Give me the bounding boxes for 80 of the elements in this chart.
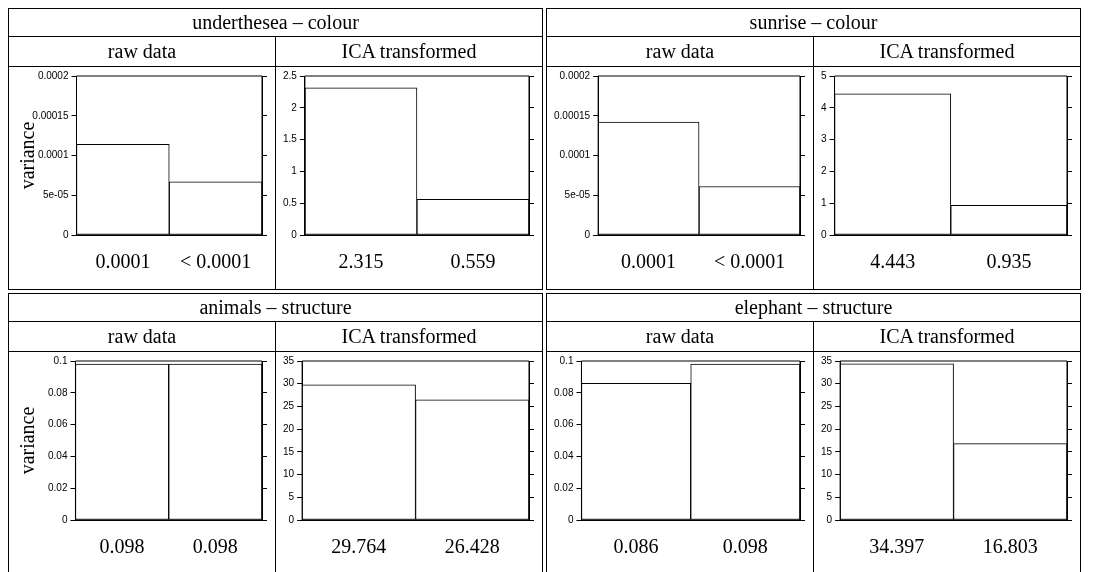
chart-subtitle: raw data	[9, 322, 275, 352]
y-tick-label: 30	[283, 377, 295, 389]
y-tick-label: 10	[821, 468, 833, 480]
chart-title: underthesea – colour	[9, 9, 542, 37]
y-tick-label: 25	[821, 400, 833, 412]
y-tick-label: 0	[567, 513, 574, 525]
y-tick-label: 0.00015	[32, 109, 69, 121]
y-tick-label: 25	[283, 400, 295, 412]
y-tick-label: 2	[821, 165, 827, 177]
y-tick-label: 0	[826, 513, 833, 525]
data-label: 0.098	[99, 535, 145, 558]
y-tick-label: 0.02	[47, 481, 68, 493]
y-tick-label: 3	[821, 133, 827, 145]
y-tick-label: 0	[61, 513, 68, 525]
data-label: 26.428	[444, 535, 500, 558]
data-label: 0.559	[450, 250, 496, 273]
data-label: 29.764	[331, 535, 387, 558]
y-tick-label: 0.04	[553, 450, 574, 462]
y-tick-label: 0.00015	[553, 109, 591, 121]
chart-subtitle: raw data	[547, 37, 813, 67]
y-tick-label: 35	[821, 354, 833, 366]
chart-subtitle: raw data	[547, 322, 813, 352]
y-tick-label: 5	[826, 491, 833, 503]
y-tick-label: 4	[821, 101, 827, 113]
data-label: 0.0001	[95, 250, 151, 273]
data-label: 0.935	[986, 250, 1032, 273]
y-tick-label: 20	[283, 422, 295, 434]
chart-subtitle: ICA transformed	[276, 322, 542, 352]
y-tick-label: 5	[821, 69, 827, 81]
y-tick-label: 0.0002	[37, 69, 69, 81]
chart-subtitle: ICA transformed	[276, 37, 542, 67]
data-label: 2.315	[338, 250, 384, 273]
y-tick-label: 0.1	[53, 354, 68, 366]
y-tick-label: 5	[288, 491, 295, 503]
data-label: < 0.0001	[179, 250, 252, 273]
y-tick-label: 2.5	[283, 69, 298, 81]
y-tick-label: 1.5	[283, 133, 298, 145]
y-tick-label: 0.06	[553, 418, 574, 430]
y-tick-label: 30	[821, 377, 833, 389]
data-label: 0.098	[192, 535, 238, 558]
y-tick-label: 0	[821, 228, 827, 240]
data-label: 0.086	[613, 535, 659, 558]
y-tick-label: 0.08	[47, 386, 68, 398]
y-tick-label: 0.08	[553, 386, 574, 398]
y-tick-label: 0.5	[283, 196, 298, 208]
chart-title: animals – structure	[9, 294, 542, 322]
y-tick-label: 0	[288, 513, 295, 525]
y-tick-label: 2	[291, 101, 298, 113]
data-label: 0.098	[722, 535, 768, 558]
y-tick-label: 0.04	[47, 450, 68, 462]
y-tick-label: 15	[821, 445, 833, 457]
data-label: 4.443	[870, 250, 916, 273]
y-tick-label: 0.0002	[559, 69, 591, 81]
y-tick-label: 20	[821, 422, 833, 434]
y-tick-label: 10	[283, 468, 295, 480]
data-label: 34.397	[869, 535, 925, 558]
chart-title: elephant – structure	[547, 294, 1080, 322]
y-tick-label: 1	[821, 196, 827, 208]
chart-title: sunrise – colour	[547, 9, 1080, 37]
y-tick-label: 0.02	[553, 481, 574, 493]
y-tick-label: 0.0001	[37, 149, 69, 161]
y-axis-title: variance	[16, 121, 39, 190]
y-tick-label: 5e-05	[42, 189, 69, 200]
y-tick-label: 0	[291, 228, 298, 240]
chart-subtitle: ICA transformed	[814, 37, 1080, 67]
data-label: 0.0001	[621, 250, 677, 273]
y-tick-label: 0.1	[559, 354, 574, 366]
y-tick-label: 0	[62, 228, 69, 240]
data-label: < 0.0001	[713, 250, 786, 273]
data-label: 16.803	[982, 535, 1038, 558]
y-tick-label: 35	[283, 354, 295, 366]
y-tick-label: 0	[584, 228, 591, 240]
chart-subtitle: raw data	[9, 37, 275, 67]
y-tick-label: 1	[291, 165, 298, 177]
y-tick-label: 0.0001	[559, 149, 591, 161]
y-tick-label: 5e-05	[564, 189, 591, 200]
y-axis-title: variance	[16, 406, 39, 475]
chart-subtitle: ICA transformed	[814, 322, 1080, 352]
y-tick-label: 0.06	[47, 418, 68, 430]
y-tick-label: 15	[283, 445, 295, 457]
